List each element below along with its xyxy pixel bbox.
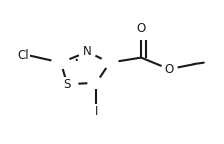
- Text: S: S: [64, 78, 71, 91]
- Text: Cl: Cl: [17, 49, 29, 62]
- Text: I: I: [95, 105, 98, 118]
- Text: O: O: [136, 22, 146, 35]
- Text: O: O: [164, 63, 174, 76]
- Text: N: N: [83, 45, 92, 58]
